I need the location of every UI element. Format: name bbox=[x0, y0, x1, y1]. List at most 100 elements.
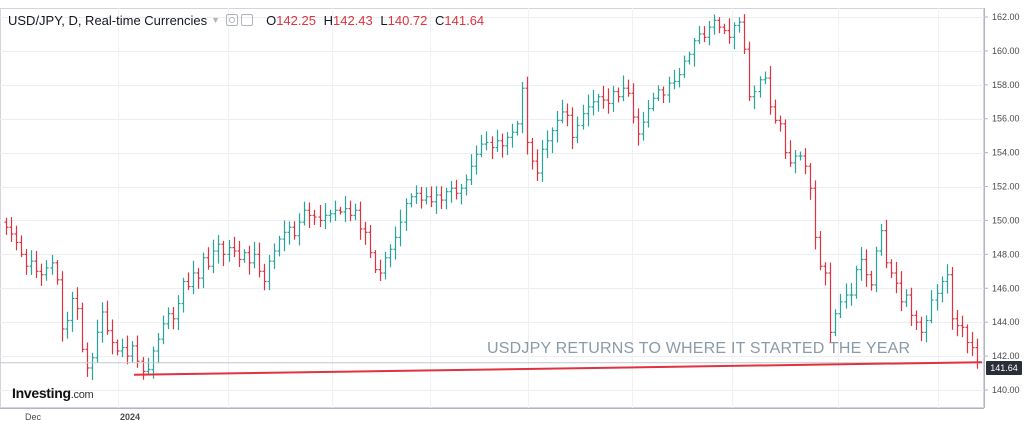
ohlc-bar bbox=[19, 235, 24, 258]
ohlc-bar bbox=[884, 219, 889, 269]
ohlc-bar bbox=[970, 332, 975, 356]
ohlc-bar bbox=[55, 260, 60, 285]
open-value: 142.25 bbox=[276, 12, 316, 28]
ohlc-bar bbox=[24, 249, 29, 275]
ohlc-bar bbox=[505, 132, 510, 156]
ohlc-bar bbox=[419, 186, 424, 209]
ohlc-bar bbox=[636, 108, 641, 146]
ohlc-bar bbox=[677, 67, 682, 88]
ohlc-bar bbox=[393, 226, 398, 260]
settings-icon[interactable] bbox=[241, 14, 254, 26]
ohlc-bar bbox=[125, 335, 130, 365]
ohlc-bar bbox=[560, 99, 565, 124]
ohlc-bar bbox=[500, 133, 505, 158]
ohlc-bar bbox=[747, 41, 752, 102]
ohlc-bar bbox=[307, 202, 312, 228]
ohlc-bar bbox=[120, 338, 125, 358]
ohlc-bar bbox=[894, 261, 899, 294]
ohlc-bar bbox=[935, 284, 940, 311]
y-tick-label: 144.00 bbox=[992, 317, 1020, 327]
ohlc-bar bbox=[252, 241, 257, 269]
ohlc-bar bbox=[297, 213, 302, 246]
symbol-legend[interactable]: USD/JPY, D, Real-time Currencies ▼ O142.… bbox=[8, 12, 484, 28]
ohlc-bar bbox=[358, 201, 363, 240]
ohlc-bar bbox=[247, 245, 252, 275]
ohlc-bar bbox=[869, 270, 874, 291]
ohlc-bar bbox=[914, 310, 919, 330]
ohlc-bar bbox=[732, 22, 737, 50]
investing-logo: Investing.com bbox=[12, 385, 94, 401]
ohlc-bar bbox=[373, 250, 378, 274]
ohlc-bar bbox=[318, 204, 323, 228]
ohlc-bar bbox=[80, 302, 85, 353]
ohlc-bar bbox=[262, 263, 267, 291]
ohlc-bar bbox=[115, 339, 120, 356]
ohlc-bar bbox=[702, 26, 707, 43]
ohlc-bar bbox=[924, 315, 929, 343]
ohlc-bar bbox=[100, 302, 105, 343]
ohlc-bar bbox=[813, 180, 818, 250]
symbol-title[interactable]: USD/JPY, D, Real-time Currencies bbox=[8, 12, 208, 28]
ohlc-bar bbox=[388, 244, 393, 268]
ohlc-bar bbox=[464, 174, 469, 196]
ohlc-bar bbox=[737, 17, 742, 33]
ohlc-bar bbox=[793, 150, 798, 174]
ohlc-bar bbox=[181, 277, 186, 313]
y-tick-label: 140.00 bbox=[992, 385, 1020, 395]
ohlc-bar bbox=[828, 262, 833, 343]
time-axis[interactable]: Dec 2024 bbox=[0, 408, 984, 421]
ohlc-bar bbox=[945, 264, 950, 294]
ohlc-bar bbox=[667, 76, 672, 103]
ohlc-bar bbox=[803, 148, 808, 175]
ohlc-bar bbox=[272, 243, 277, 269]
ohlc-bar bbox=[282, 220, 287, 252]
ohlc-bar bbox=[520, 82, 525, 134]
ohlc-bar bbox=[383, 251, 388, 280]
ohlc-bar bbox=[909, 287, 914, 326]
ohlc-bar bbox=[454, 179, 459, 200]
low-value: 140.72 bbox=[387, 12, 428, 28]
ohlc-bar bbox=[950, 266, 955, 330]
ohlc-bar bbox=[778, 115, 783, 132]
ohlc-bar bbox=[879, 223, 884, 256]
trendline[interactable] bbox=[133, 361, 983, 376]
ohlc-bar bbox=[232, 236, 237, 258]
high-value: 142.43 bbox=[332, 12, 373, 28]
ohlc-bar bbox=[191, 260, 196, 295]
ohlc-bar bbox=[495, 129, 500, 153]
ohlc-bar bbox=[833, 309, 838, 337]
y-tick-label: 146.00 bbox=[992, 283, 1020, 293]
ohlc-bar bbox=[257, 242, 262, 278]
ohlc-bar bbox=[237, 240, 242, 267]
last-price-tag: 141.64 bbox=[986, 361, 1022, 375]
y-tick-label: 158.00 bbox=[992, 80, 1020, 90]
ohlc-bar bbox=[768, 66, 773, 115]
ohlc-bar bbox=[661, 86, 666, 104]
ohlc-bar bbox=[919, 316, 924, 342]
eye-icon[interactable] bbox=[226, 14, 239, 26]
ohlc-bar bbox=[221, 240, 226, 267]
ohlc-bar bbox=[651, 92, 656, 112]
ohlc-bar bbox=[697, 25, 702, 44]
ohlc-bar bbox=[196, 267, 201, 289]
ohlc-bar bbox=[484, 131, 489, 151]
ohlc-bar bbox=[515, 120, 520, 136]
ohlc-bar bbox=[186, 272, 191, 290]
ohlc-bar bbox=[216, 235, 221, 264]
chart-annotation[interactable]: USDJPY RETURNS TO WHERE IT STARTED THE Y… bbox=[487, 340, 911, 357]
close-value: 141.64 bbox=[444, 12, 485, 28]
ohlc-bar bbox=[227, 239, 232, 262]
ohlc-bar bbox=[844, 283, 849, 309]
price-axis-bg bbox=[984, 0, 1024, 421]
ohlc-bar bbox=[323, 203, 328, 230]
ohlc-bar bbox=[692, 38, 697, 67]
ohlc-bar bbox=[29, 250, 34, 275]
ohlc-bar bbox=[242, 249, 247, 263]
ohlc-bar bbox=[429, 186, 434, 208]
ohlc-bar bbox=[727, 18, 732, 44]
price-axis[interactable]: 140.00 142.00 144.00 146.00 148.00 150.00 152.… bbox=[984, 0, 1024, 421]
ohlc-bar bbox=[338, 206, 343, 215]
ohlc-bar bbox=[171, 307, 176, 330]
chevron-down-icon[interactable]: ▼ bbox=[211, 15, 221, 25]
